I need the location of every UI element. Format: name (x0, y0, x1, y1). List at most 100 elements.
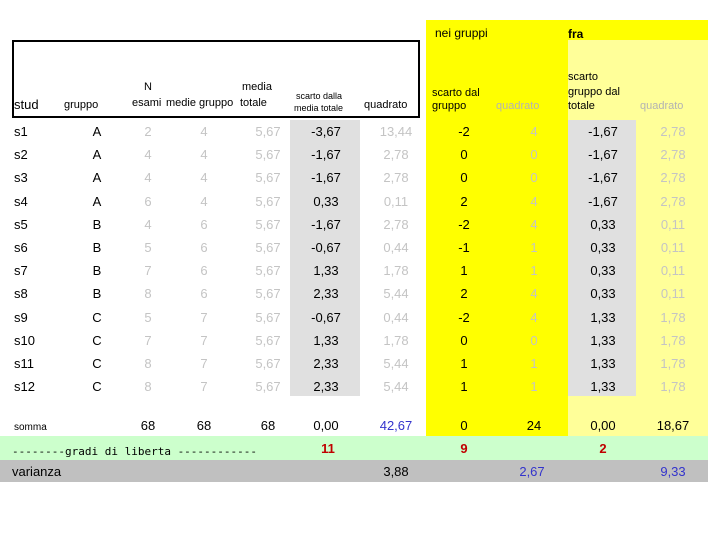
somma-quadrato-gruppo: 24 (526, 418, 542, 433)
scarto-dal-gruppo-header-line2: gruppo (432, 100, 467, 112)
n-esami-cell: 8 (144, 286, 152, 302)
scarto-gruppo-cell: -2 (458, 309, 470, 325)
scarto-gruppo-cell: 1 (460, 356, 468, 371)
media-totale-cell: 5,67 (255, 240, 281, 255)
scarto-fra-cell: 1,33 (590, 379, 616, 395)
stud-cell: s12 (14, 379, 35, 395)
medie-gruppo-cell: 7 (200, 379, 208, 395)
media-totale-cell: 5,67 (255, 379, 281, 395)
media-totale-cell: 5,67 (255, 193, 281, 209)
quadrato-fra-cell: 0,11 (660, 216, 686, 232)
medie-gruppo-cell: 4 (200, 147, 208, 163)
quadrato-gruppo-cell: 1 (530, 263, 538, 279)
quadrato-cell: 1,78 (383, 263, 409, 279)
stud-cell: s7 (14, 263, 28, 279)
quadrato-fra-cell: 2,78 (660, 170, 686, 186)
n-esami-cell: 2 (144, 124, 152, 139)
scarto-fra-cell: 0,33 (590, 263, 616, 279)
n-esami-cell: 6 (144, 193, 152, 209)
media-totale-cell: 5,67 (255, 332, 281, 348)
quadrato-cell: 2,78 (383, 170, 409, 186)
quadrato-gruppo-cell: 4 (530, 286, 538, 302)
gradi-row-band (0, 436, 708, 460)
gradi-totale: 11 (321, 441, 335, 456)
fra-heading: fra (568, 27, 584, 41)
quadrato-cell: 2,78 (383, 216, 409, 232)
scarto-fra-cell: -1,67 (588, 147, 618, 163)
scarto-media-totale-cell: 0,33 (313, 193, 339, 209)
quadrato-fra-cell: 0,11 (660, 286, 686, 302)
quadrato-fra-cell: 1,78 (660, 332, 686, 348)
scarto-media-totale-header-line1: scarto dalla (296, 91, 343, 101)
gray-scarto-column (290, 120, 360, 396)
yellow-column-band (426, 120, 568, 436)
gruppo-cell: A (92, 124, 102, 139)
totale-header: totale (240, 97, 267, 109)
medie-gruppo-cell: 4 (200, 193, 208, 209)
scarto-gruppo-cell: 1 (460, 379, 468, 395)
stud-cell: s6 (14, 240, 28, 255)
varianza-label: varianza (12, 464, 62, 479)
media-totale-cell: 5,67 (255, 286, 281, 302)
scarto-fra-cell: 0,33 (590, 240, 616, 255)
quadrato-gruppo-cell: 4 (530, 216, 538, 232)
esami-header: esami (132, 97, 162, 109)
gruppo-cell: B (92, 263, 102, 279)
scarto-gruppo-cell: -2 (458, 216, 470, 232)
quadrato-gruppo-cell: 4 (530, 309, 538, 325)
quadrato-cell: 5,44 (383, 379, 409, 395)
gruppo-cell: C (92, 379, 102, 395)
n-header: N (144, 81, 152, 93)
n-esami-cell: 5 (144, 309, 152, 325)
somma-scarto: 0,00 (313, 418, 339, 433)
gruppo-cell: C (92, 356, 102, 371)
quadrato-gruppo-cell: 0 (530, 147, 538, 163)
gruppo-cell: A (92, 193, 102, 209)
scarto-fra-cell: 1,33 (590, 332, 616, 348)
medie-gruppo-cell: 7 (200, 356, 208, 371)
quadrato-gruppo-cell: 4 (530, 193, 538, 209)
scarto-gruppo-cell: 2 (460, 193, 468, 209)
media-totale-cell: 5,67 (255, 263, 281, 279)
somma-scarto-gruppo: 0 (460, 418, 468, 433)
stud-cell: s4 (14, 193, 28, 209)
scarto-media-totale-cell: 2,33 (313, 286, 339, 302)
scarto-gruppo-cell: 0 (460, 147, 468, 163)
scarto-gruppo-totale-header-line2: gruppo dal (568, 86, 620, 98)
quadrato-fra-cell: 2,78 (660, 147, 686, 163)
n-esami-cell: 8 (144, 379, 152, 395)
n-esami-cell: 7 (144, 263, 152, 279)
gruppo-cell: C (92, 309, 102, 325)
scarto-fra-cell: -1,67 (588, 170, 618, 186)
gruppo-cell: B (92, 216, 102, 232)
stud-header: stud (14, 97, 39, 112)
medie-gruppo-header: medie gruppo (166, 97, 234, 109)
medie-gruppo-cell: 6 (200, 286, 208, 302)
header-frame (12, 40, 420, 118)
scarto-fra-cell: 0,33 (590, 216, 616, 232)
stud-cell: s10 (14, 332, 35, 348)
scarto-gruppo-totale-header-line1: scarto (568, 71, 598, 83)
quadrato-fra-cell: 1,78 (660, 379, 686, 395)
gradi-fra: 2 (599, 441, 607, 456)
quadrato-cell: 0,11 (383, 193, 409, 209)
quadrato-cell: 5,44 (383, 286, 409, 302)
varianza-fra: 9,33 (660, 464, 686, 479)
scarto-fra-cell: -1,67 (588, 193, 618, 209)
scarto-media-totale-cell: -1,67 (311, 170, 341, 186)
media-totale-cell: 5,67 (255, 309, 281, 325)
gradi-label: --------gradi di liberta ------------ (12, 445, 258, 458)
medie-gruppo-cell: 7 (200, 309, 208, 325)
scarto-gruppo-cell: -2 (458, 124, 470, 139)
stud-cell: s8 (14, 286, 28, 302)
scarto-fra-cell: 1,33 (590, 309, 616, 325)
media-totale-cell: 5,67 (255, 124, 281, 139)
medie-gruppo-cell: 6 (200, 240, 208, 255)
medie-gruppo-cell: 6 (200, 263, 208, 279)
somma-medie: 68 (196, 418, 212, 433)
somma-quadrato-fra: 18,67 (656, 418, 690, 433)
n-esami-cell: 4 (144, 216, 152, 232)
scarto-media-totale-header-line2: media totale (294, 103, 344, 113)
somma-label: somma (14, 422, 47, 433)
media-totale-cell: 5,67 (255, 170, 281, 186)
